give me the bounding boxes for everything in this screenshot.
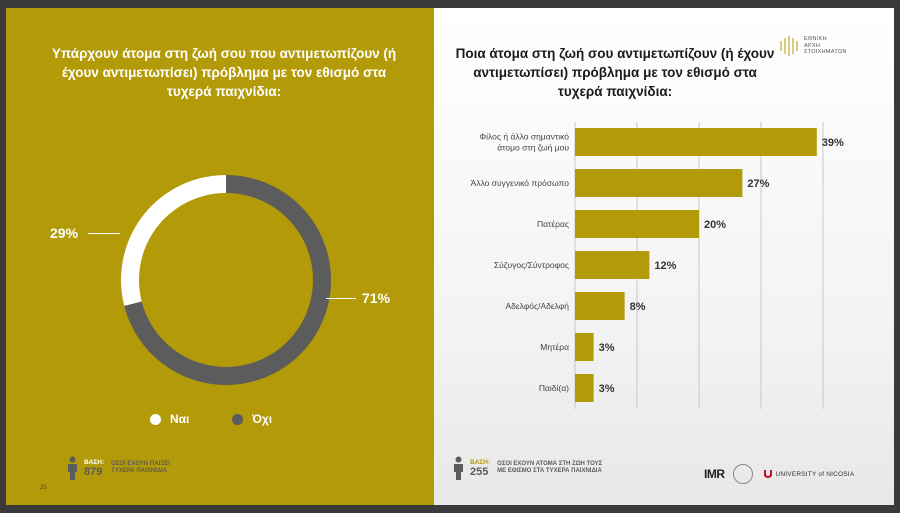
base-description-right-line-2: ΜΕ ΕΘΙΣΜΟ ΣΤΑ ΤΥΧΕΡΑ ΠΑΙΧΝΙΔΙΑ bbox=[497, 468, 602, 474]
leader-line-yes bbox=[88, 233, 120, 234]
bar-chart-title: Ποια άτομα στη ζωή σου αντιμετωπίζουν (ή… bbox=[455, 46, 775, 99]
slide: Υπάρχουν άτομα στη ζωή σου που αντιμετωπ… bbox=[6, 8, 894, 505]
logo-national-betting-authority: ΕΘΝΙΚΗ ΑΡΧΗ ΣΤΟΙΧΗΜΑΤΩΝ bbox=[778, 34, 847, 58]
bar bbox=[575, 292, 625, 320]
donut-chart-title: Υπάρχουν άτομα στη ζωή σου που αντιμετωπ… bbox=[51, 46, 397, 99]
partner-logos: IMR UNIVERSITY of NICOSIA bbox=[704, 464, 854, 484]
legend-label-yes: Ναι bbox=[170, 412, 190, 426]
category-label: Σύζυγος/Σύντροφος bbox=[494, 260, 569, 270]
page-number: 25 bbox=[40, 485, 47, 491]
right-panel: Ποια άτομα στη ζωή σου αντιμετωπίζουν (ή… bbox=[434, 8, 894, 505]
unic-mark-icon bbox=[763, 469, 772, 478]
seal-logo-icon bbox=[732, 464, 753, 484]
base-description-left-line-1: ΟΣΟΙ ΕΧΟΥΝ ΠΑΙΞΕΙ bbox=[111, 460, 170, 467]
base-description-left: ΟΣΟΙ ΕΧΟΥΝ ΠΑΙΞΕΙ ΤΥΧΕΡΑ ΠΑΙΧΝΙΔΙΑ bbox=[111, 461, 170, 476]
category-label: Φίλος ή άλλο σημαντικό bbox=[479, 132, 569, 142]
category-label: Άλλο συγγενικό πρόσωπο bbox=[471, 178, 570, 188]
donut-label-no: 71% bbox=[362, 290, 391, 306]
authority-name-line-1: ΕΘΝΙΚΗ bbox=[804, 36, 827, 43]
bar bbox=[575, 128, 817, 156]
bar bbox=[575, 169, 743, 197]
donut-label-yes: 29% bbox=[50, 225, 79, 241]
legend-item-yes: Ναι bbox=[150, 412, 189, 426]
authority-name-line-3: ΣΤΟΙΧΗΜΑΤΩΝ bbox=[804, 49, 847, 56]
legend-label-no: Όχι bbox=[252, 412, 273, 426]
bar-value-label: 27% bbox=[747, 178, 769, 190]
legend-swatch-yes bbox=[150, 413, 161, 425]
base-count-block-left: ΒΑΣΗ: 879 bbox=[84, 459, 104, 478]
base-count-block-right: ΒΑΣΗ: 255 bbox=[470, 459, 490, 478]
authority-emblem-icon bbox=[780, 36, 798, 56]
bar bbox=[575, 210, 699, 238]
bar-value-label: 12% bbox=[654, 260, 676, 272]
bar-value-label: 3% bbox=[599, 342, 615, 354]
base-note-left: ΒΑΣΗ: 879 ΟΣΟΙ ΕΧΟΥΝ ΠΑΙΞΕΙ ΤΥΧΕΡΑ ΠΑΙΧΝ… bbox=[66, 456, 170, 480]
donut-chart bbox=[120, 175, 331, 385]
authority-name-line-2: ΑΡΧΗ bbox=[804, 42, 821, 49]
bar-value-label: 8% bbox=[630, 301, 646, 313]
base-count-right: 255 bbox=[470, 465, 489, 478]
category-label: Πατέρας bbox=[537, 219, 569, 229]
base-count-left: 879 bbox=[84, 465, 103, 478]
bar bbox=[575, 374, 594, 402]
base-description-left-line-2: ΤΥΧΕΡΑ ΠΑΙΧΝΙΔΙΑ bbox=[111, 468, 168, 474]
person-icon bbox=[454, 456, 463, 480]
bar bbox=[575, 333, 594, 361]
base-description-right: ΟΣΟΙ ΕΧΟΥΝ ΑΤΟΜΑ ΣΤΗ ΖΩΗ ΤΟΥΣ ΜΕ ΕΘΙΣΜΟ … bbox=[497, 461, 602, 476]
base-label-left: ΒΑΣΗ: bbox=[84, 458, 105, 466]
bar-value-label: 20% bbox=[704, 219, 726, 231]
category-label: Μητέρα bbox=[540, 342, 569, 352]
legend-item-no: Όχι bbox=[232, 412, 272, 426]
university-of-nicosia-logo: UNIVERSITY of NICOSIA bbox=[763, 469, 855, 480]
bar-value-label: 39% bbox=[822, 137, 844, 149]
bar-value-label: 3% bbox=[599, 383, 615, 395]
donut-slice-yes bbox=[120, 175, 331, 385]
university-of-nicosia-name: UNIVERSITY of NICOSIA bbox=[775, 470, 855, 478]
legend-swatch-no bbox=[232, 413, 243, 425]
leader-line-no bbox=[326, 298, 356, 299]
category-label: Αδελφός/Αδελφή bbox=[505, 301, 569, 311]
category-label: Παιδί(α) bbox=[539, 383, 569, 393]
category-label: άτομο στη ζωή μου bbox=[497, 143, 569, 153]
authority-name: ΕΘΝΙΚΗ ΑΡΧΗ ΣΤΟΙΧΗΜΑΤΩΝ bbox=[804, 36, 847, 56]
person-icon bbox=[68, 456, 77, 480]
bar bbox=[575, 251, 650, 279]
donut-slice-no bbox=[121, 175, 331, 385]
base-note-right: ΒΑΣΗ: 255 ΟΣΟΙ ΕΧΟΥΝ ΑΤΟΜΑ ΣΤΗ ΖΩΗ ΤΟΥΣ … bbox=[452, 456, 602, 480]
left-panel: Υπάρχουν άτομα στη ζωή σου που αντιμετωπ… bbox=[6, 8, 434, 505]
imr-logo: IMR bbox=[704, 467, 725, 481]
base-description-right-line-1: ΟΣΟΙ ΕΧΟΥΝ ΑΤΟΜΑ ΣΤΗ ΖΩΗ ΤΟΥΣ bbox=[497, 460, 603, 467]
base-label-right: ΒΑΣΗ: bbox=[470, 458, 491, 466]
